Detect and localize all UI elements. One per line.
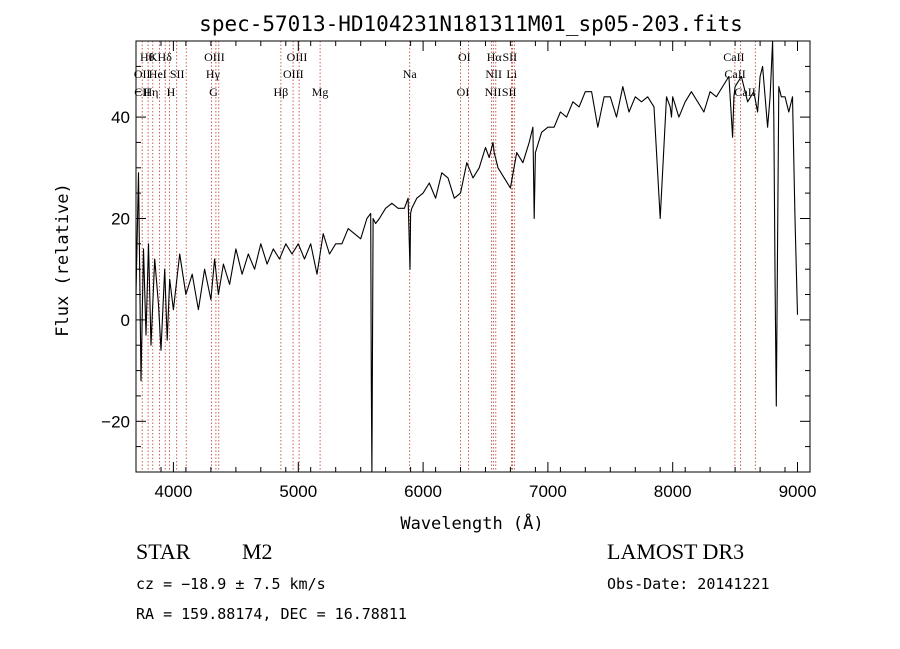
y-tick-label: 40 (111, 108, 130, 127)
line-label-lines_top-7: SII (502, 50, 517, 64)
object-class: STAR (136, 539, 191, 564)
x-tick-label: 8000 (654, 482, 692, 501)
x-tick-label: 7000 (529, 482, 567, 501)
coordinates-readout: RA = 159.88174, DEC = 16.78811 (136, 605, 407, 623)
line-label-lines_mid-6: NII (485, 67, 502, 81)
y-tick-label: −20 (101, 412, 130, 431)
chart-title: spec-57013-HD104231N181311M01_sp05-203.f… (199, 12, 743, 36)
line-label-lines_bot-3: G (209, 85, 218, 99)
x-tick-label: 9000 (779, 482, 817, 501)
y-tick-label: 20 (111, 210, 130, 229)
line-label-lines_mid-4: OIII (283, 67, 304, 81)
y-tick-label: 0 (121, 311, 130, 330)
line-label-lines_mid-2: SII (170, 67, 185, 81)
line-label-lines_top-8: CaII (723, 50, 744, 64)
line-label-lines_mid-5: Na (403, 67, 418, 81)
y-axis-label: Flux (relative) (53, 183, 73, 337)
object-subclass: M2 (242, 539, 273, 564)
line-label-lines_top-2: Hδ (158, 50, 173, 64)
flux-series-line (135, 40, 799, 473)
line-label-lines_bot-1: Hη (144, 85, 159, 99)
line-label-lines_top-0: Hθ (140, 50, 155, 64)
survey-name: LAMOST DR3 (607, 539, 744, 564)
x-axis-label: Wavelength (Å) (400, 512, 543, 534)
line-label-lines_top-5: OI (458, 50, 471, 64)
line-label-lines_bot-0: CII (134, 85, 150, 99)
x-tick-label: 6000 (404, 482, 442, 501)
line-label-lines_bot-2: H (167, 85, 176, 99)
line-label-lines_top-3: OIII (204, 50, 225, 64)
line-label-lines_bot-6: OI (457, 85, 470, 99)
line-label-lines_bot-5: Mg (312, 85, 329, 99)
x-tick-labels: 4000 5000 6000 7000 8000 9000 (154, 482, 816, 501)
x-tick-label: 5000 (279, 482, 317, 501)
line-label-lines_top-4: OIII (287, 50, 308, 64)
line-label-lines_top-6: Hα (487, 50, 503, 64)
line-label-lines_mid-0: OII (134, 67, 151, 81)
line-label-lines_bot-8: SII (502, 85, 517, 99)
observation-date: Obs-Date: 20141221 (607, 575, 770, 593)
y-tick-labels: −20 0 20 40 (101, 108, 130, 431)
line-label-lines_mid-3: Hγ (206, 67, 221, 81)
line-label-lines_top-1: K (149, 50, 158, 64)
line-label-lines_bot-4: Hβ (274, 85, 289, 99)
line-label-lines_mid-7: Li (506, 67, 517, 81)
line-label-lines_bot-7: NII (485, 85, 502, 99)
redshift-readout: cz = −18.9 ± 7.5 km/s (136, 575, 326, 593)
line-label-lines_mid-1: HeI (149, 67, 167, 81)
plot-frame (135, 40, 811, 473)
x-tick-label: 4000 (154, 482, 192, 501)
